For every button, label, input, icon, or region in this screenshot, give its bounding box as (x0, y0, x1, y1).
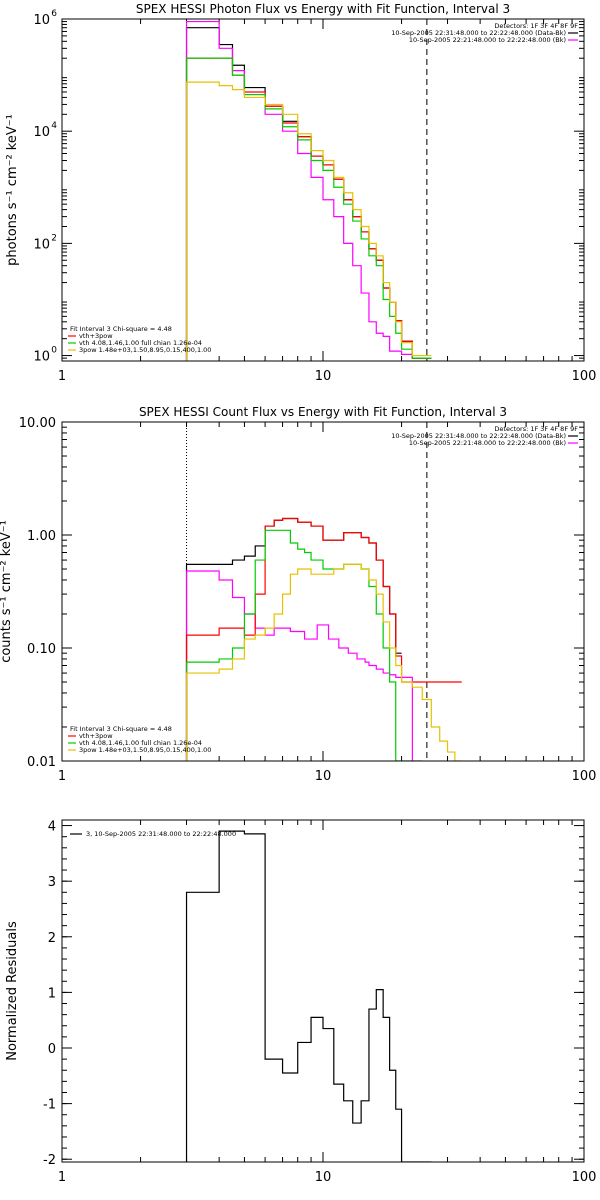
legend-header-text: 10-Sep-2005 22:31:48.000 to 22:22:48.000… (391, 29, 566, 37)
fit-legend-text: vth 4.08,1.46,1.00 full chian 1.26e-04 (79, 739, 202, 747)
y-tick-label: 0 (48, 1042, 56, 1057)
plot-frame (61, 819, 585, 1163)
series-line-3 (185, 57, 432, 361)
series-line-1 (185, 27, 432, 361)
y-tick-exponent: 0 (51, 346, 57, 356)
legend-header-text: Detectors: 1F 3F 4F 8F 9F (494, 425, 578, 433)
series-line-4 (185, 529, 413, 761)
y-axis-label: Normalized Residuals (5, 921, 20, 1061)
series-line-2 (185, 20, 432, 361)
series-line-3 (185, 517, 462, 761)
y-tick-label: 0.01 (27, 755, 56, 770)
legend-text: 3, 10-Sep-2005 22:31:48.000 to 22:22:48.… (86, 830, 236, 838)
x-tick-label: 100 (572, 769, 597, 784)
panel-1: SPEX HESSI Photon Flux vs Energy with Fi… (5, 2, 596, 384)
y-tick-label: 4 (48, 820, 56, 835)
y-tick-exponent: 4 (51, 121, 57, 131)
y-tick-label: -1 (43, 1098, 56, 1113)
x-tick-label: 10 (315, 1170, 332, 1185)
legend-header-text: Detectors: 1F 3F 4F 8F 9F (494, 22, 578, 30)
fit-legend-text: 3pow 1.48e+03,1.50,8.95,0.15,400,1.00 (79, 746, 211, 754)
fit-legend-text: vth 4.08,1.46,1.00 full chian 1.26e-04 (79, 339, 202, 347)
y-tick-label: 1.00 (27, 529, 56, 544)
x-tick-label: 10 (315, 369, 332, 384)
legend-header-text: 10-Sep-2005 22:21:48.000 to 22:22:48.000… (409, 439, 566, 447)
x-tick-label: 1 (58, 369, 66, 384)
x-tick-label: 100 (572, 1170, 597, 1185)
y-tick-label: 10 (33, 350, 50, 365)
chart-title: SPEX HESSI Count Flux vs Energy with Fit… (139, 405, 507, 419)
series-line-5 (185, 81, 432, 361)
fit-legend-text: 3pow 1.48e+03,1.50,8.95,0.15,400,1.00 (79, 346, 211, 354)
y-tick-label: 10 (33, 125, 50, 140)
y-tick-label: 0.10 (27, 642, 56, 657)
fit-legend-title: Fit Interval 3 Chi-square = 4.48 (70, 725, 172, 733)
plot-frame (61, 18, 585, 362)
x-tick-label: 1 (58, 769, 66, 784)
y-tick-label: -2 (43, 1153, 56, 1168)
y-tick-label: 10.00 (19, 416, 56, 431)
y-axis-label: photons s⁻¹ cm⁻² keV⁻¹ (5, 114, 20, 266)
y-tick-exponent: 2 (51, 233, 57, 243)
y-tick-label: 10 (33, 13, 50, 28)
y-axis-label: counts s⁻¹ cm⁻² keV⁻¹ (0, 520, 14, 663)
series-line-5 (185, 563, 462, 761)
y-tick-label: 2 (48, 931, 56, 946)
fit-legend-text: vth+3pow (79, 332, 113, 340)
y-tick-label: 3 (48, 875, 56, 890)
x-tick-label: 1 (58, 1170, 66, 1185)
panel-3: 1 10 100 -2 -1 0 1 2 3 4 Normalized Residuals 3, 10… (5, 819, 597, 1185)
legend-header-text: 10-Sep-2005 22:21:48.000 to 22:22:48.000… (409, 36, 566, 44)
series-line-1 (185, 517, 402, 761)
legend-header-text: 10-Sep-2005 22:31:48.000 to 22:22:48.000… (391, 432, 566, 440)
chart-title: SPEX HESSI Photon Flux vs Energy with Fi… (136, 2, 510, 16)
fit-legend-title: Fit Interval 3 Chi-square = 4.48 (70, 325, 172, 333)
x-tick-label: 10 (315, 769, 332, 784)
series-line-2 (185, 570, 423, 761)
series-line-4 (185, 57, 432, 361)
plot-frame (61, 421, 585, 762)
x-tick-label: 100 (572, 369, 597, 384)
y-tick-label: 1 (48, 986, 56, 1001)
panel-2: SPEX HESSI Count Flux vs Energy with Fit… (0, 405, 596, 784)
fit-legend-text: vth+3pow (79, 732, 113, 740)
series-line-1 (185, 830, 432, 1162)
y-tick-exponent: 6 (51, 9, 57, 19)
y-tick-label: 10 (33, 237, 50, 252)
